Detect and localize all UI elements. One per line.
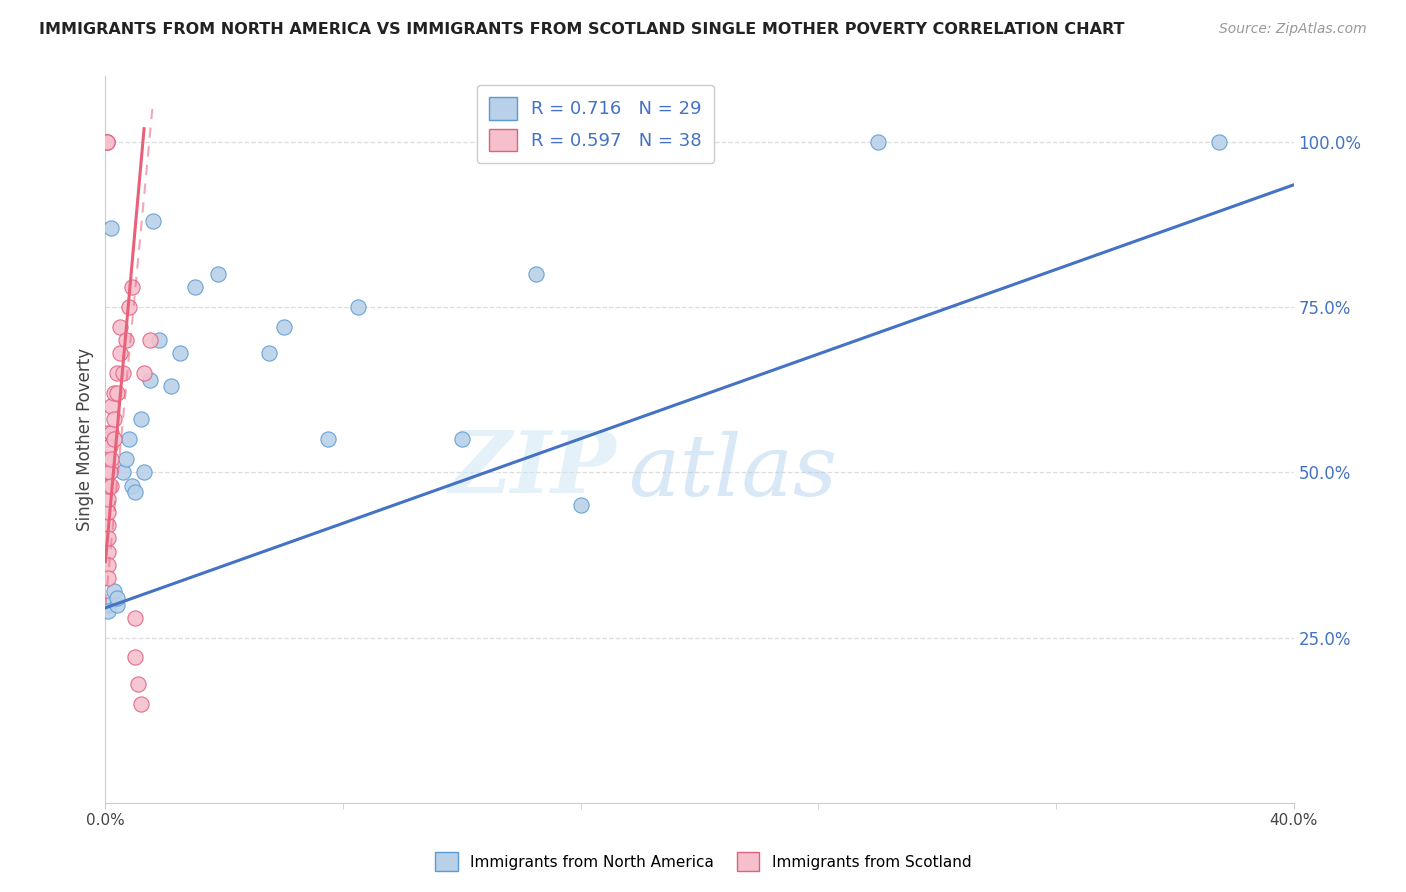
Point	[96, 135, 118, 149]
Point	[139, 373, 162, 387]
Point	[96, 135, 118, 149]
Point	[1208, 135, 1230, 149]
Point	[316, 433, 339, 447]
Point	[97, 505, 120, 519]
Point	[169, 346, 191, 360]
Point	[866, 135, 889, 149]
Point	[524, 267, 547, 281]
Point	[159, 379, 181, 393]
Point	[118, 433, 141, 447]
Y-axis label: Single Mother Poverty: Single Mother Poverty	[76, 348, 94, 531]
Point	[132, 366, 155, 380]
Point	[96, 466, 118, 480]
Point	[129, 412, 152, 426]
Point	[103, 433, 125, 447]
Point	[112, 466, 135, 480]
Point	[207, 267, 229, 281]
Point	[124, 611, 146, 625]
Point	[450, 433, 472, 447]
Point	[347, 300, 370, 314]
Point	[121, 280, 143, 294]
Point	[105, 366, 128, 380]
Text: atlas: atlas	[628, 431, 838, 514]
Point	[97, 558, 120, 572]
Point	[96, 452, 118, 467]
Point	[97, 598, 120, 612]
Legend: Immigrants from North America, Immigrants from Scotland: Immigrants from North America, Immigrant…	[429, 847, 977, 877]
Point	[103, 584, 125, 599]
Point	[97, 532, 120, 546]
Point	[100, 452, 122, 467]
Point	[100, 478, 122, 492]
Point	[142, 214, 165, 228]
Point	[273, 320, 295, 334]
Text: IMMIGRANTS FROM NORTH AMERICA VS IMMIGRANTS FROM SCOTLAND SINGLE MOTHER POVERTY : IMMIGRANTS FROM NORTH AMERICA VS IMMIGRA…	[39, 22, 1125, 37]
Point	[115, 452, 138, 467]
Point	[105, 598, 128, 612]
Point	[129, 697, 152, 711]
Point	[127, 677, 149, 691]
Point	[124, 650, 146, 665]
Point	[257, 346, 280, 360]
Point	[100, 220, 122, 235]
Point	[97, 433, 120, 447]
Point	[110, 320, 132, 334]
Point	[97, 604, 120, 618]
Point	[97, 544, 120, 558]
Point	[118, 300, 141, 314]
Point	[100, 399, 122, 413]
Point	[98, 466, 121, 480]
Point	[97, 518, 120, 533]
Point	[569, 499, 592, 513]
Point	[103, 386, 125, 401]
Point	[105, 591, 128, 605]
Point	[112, 366, 135, 380]
Point	[183, 280, 205, 294]
Point	[115, 333, 138, 347]
Point	[121, 478, 143, 492]
Point	[98, 439, 121, 453]
Point	[96, 425, 118, 440]
Point	[96, 135, 118, 149]
Legend: R = 0.716   N = 29, R = 0.597   N = 38: R = 0.716 N = 29, R = 0.597 N = 38	[477, 85, 714, 163]
Point	[105, 386, 128, 401]
Point	[132, 466, 155, 480]
Text: Source: ZipAtlas.com: Source: ZipAtlas.com	[1219, 22, 1367, 37]
Point	[97, 571, 120, 585]
Point	[97, 478, 120, 492]
Point	[103, 412, 125, 426]
Text: ZIP: ZIP	[449, 426, 616, 510]
Point	[124, 485, 146, 500]
Point	[100, 425, 122, 440]
Point	[148, 333, 170, 347]
Point	[97, 491, 120, 506]
Point	[139, 333, 162, 347]
Point	[110, 346, 132, 360]
